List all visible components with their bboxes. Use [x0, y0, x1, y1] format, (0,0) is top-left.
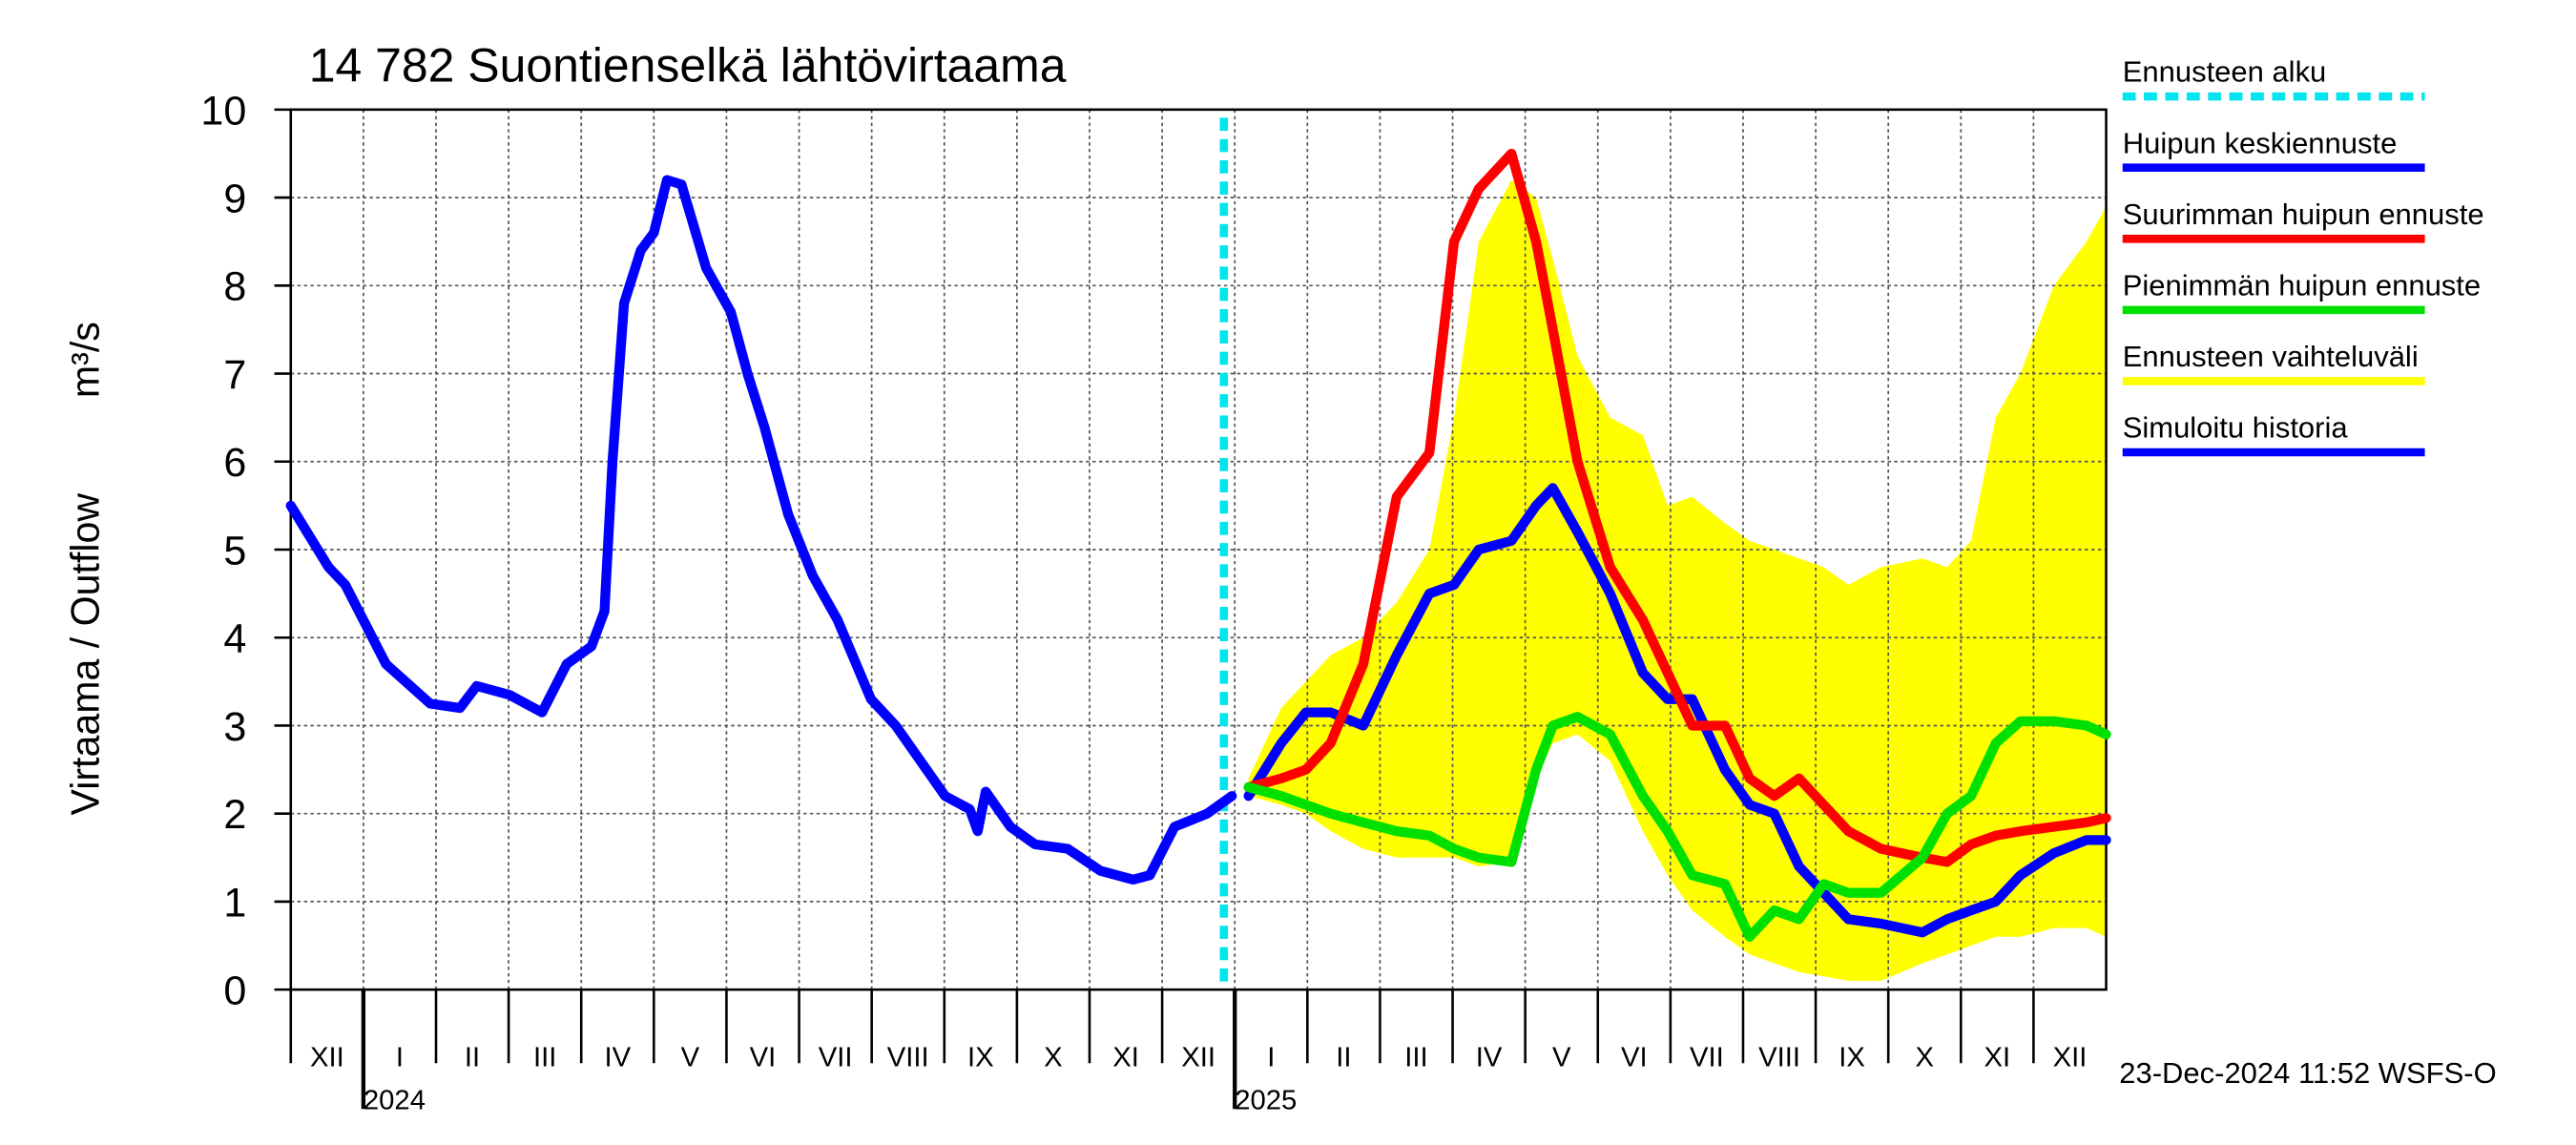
year-label: 2025	[1235, 1085, 1297, 1115]
y-tick-label: 10	[200, 88, 246, 134]
x-tick-label: XI	[1112, 1043, 1139, 1073]
x-tick-label: II	[465, 1043, 480, 1073]
forecast-range	[1248, 179, 2107, 981]
x-tick-label: III	[1404, 1043, 1427, 1073]
x-tick-label: V	[1552, 1043, 1571, 1073]
series-line	[285, 175, 1237, 885]
x-tick-label: III	[533, 1043, 556, 1073]
year-label: 2024	[364, 1085, 426, 1115]
y-tick-label: 3	[223, 704, 246, 750]
x-tick-label: II	[1336, 1043, 1351, 1073]
y-axis-unit: m³/s	[63, 322, 107, 398]
x-tick-label: VII	[1690, 1043, 1724, 1073]
series-line	[1243, 712, 2111, 942]
y-tick-label: 0	[223, 968, 246, 1014]
x-tick-label: X	[1915, 1043, 1934, 1073]
legend-label: Pienimmän huipun ennuste	[2123, 268, 2481, 302]
x-tick-label: I	[396, 1043, 404, 1073]
x-tick-label: IX	[1839, 1043, 1865, 1073]
y-tick-label: 7	[223, 352, 246, 398]
x-tick-label: IX	[967, 1043, 994, 1073]
legend-label: Suurimman huipun ennuste	[2123, 198, 2484, 231]
x-tick-label: V	[681, 1043, 700, 1073]
y-tick-label: 8	[223, 264, 246, 310]
y-tick-label: 1	[223, 880, 246, 926]
plot-frame	[289, 108, 2108, 991]
y-tick-label: 9	[223, 177, 246, 222]
y-tick-label: 2	[223, 792, 246, 838]
timestamp: 23-Dec-2024 11:52 WSFS-O	[2119, 1056, 2496, 1090]
y-tick-label: 6	[223, 440, 246, 486]
legend-label: Simuloitu historia	[2123, 411, 2349, 445]
x-tick-label: VI	[750, 1043, 777, 1073]
y-tick-label: 5	[223, 529, 246, 574]
legend-label: Ennusteen alku	[2123, 55, 2327, 89]
x-tick-label: IV	[604, 1043, 631, 1073]
x-tick-label: XII	[310, 1043, 344, 1073]
x-tick-label: VII	[819, 1043, 853, 1073]
x-tick-label: XII	[2053, 1043, 2088, 1073]
legend-label: Huipun keskiennuste	[2123, 126, 2398, 159]
x-tick-label: XII	[1181, 1043, 1215, 1073]
x-tick-label: VI	[1621, 1043, 1648, 1073]
y-axis-label: Virtaama / Outflow	[63, 493, 107, 816]
x-tick-label: I	[1267, 1043, 1275, 1073]
x-tick-label: VIII	[1758, 1043, 1800, 1073]
x-tick-label: IV	[1476, 1043, 1503, 1073]
x-tick-label: XI	[1984, 1043, 2011, 1073]
y-tick-label: 4	[223, 616, 246, 662]
series-line	[1243, 148, 2111, 867]
x-tick-label: X	[1044, 1043, 1063, 1073]
chart-title: 14 782 Suontienselkä lähtövirtaama	[309, 39, 1067, 93]
x-tick-label: VIII	[887, 1043, 929, 1073]
legend-label: Ennusteen vaihteluväli	[2123, 340, 2419, 373]
